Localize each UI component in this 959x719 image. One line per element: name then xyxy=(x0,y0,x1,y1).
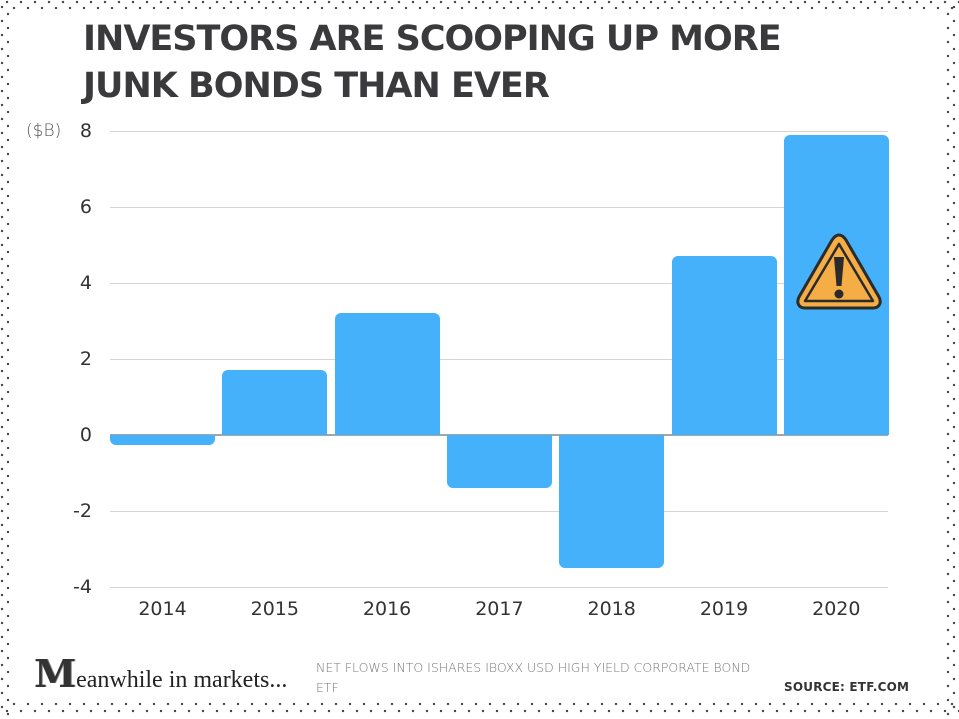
x-tick-label: 2014 xyxy=(138,598,187,620)
x-tick-label: 2018 xyxy=(587,598,636,620)
gridline xyxy=(110,131,888,132)
brand-initial: M xyxy=(34,651,76,696)
bar-2017 xyxy=(446,435,552,489)
y-axis-unit-label: ($B) xyxy=(26,121,62,141)
dotted-border-right-inner xyxy=(946,7,950,719)
gridline xyxy=(110,359,888,360)
gridline xyxy=(110,587,888,588)
y-tick-label: 8 xyxy=(79,120,92,142)
x-tick-label: 2019 xyxy=(699,598,749,620)
x-tick-label: 2020 xyxy=(812,598,861,620)
bar-2016 xyxy=(334,313,440,435)
bar-2014 xyxy=(110,435,215,445)
gridline xyxy=(110,207,888,208)
brand-text: eanwhile in markets... xyxy=(76,667,288,693)
source-label: SOURCE: ETF.COM xyxy=(784,680,910,694)
y-tick-label: 6 xyxy=(79,196,92,218)
dotted-border-bottom-inner xyxy=(7,702,959,706)
chart-subtitle: NET FLOWS INTO ISHARES IBOXX USD HIGH YI… xyxy=(316,660,751,695)
y-tick-label: 2 xyxy=(79,348,92,370)
gridline xyxy=(110,511,888,512)
chart-title-line-1: INVESTORS ARE SCOOPING UP MORE xyxy=(83,19,782,59)
y-tick-label: 4 xyxy=(79,272,92,294)
brand-logo: M eanwhile in markets... xyxy=(34,651,288,696)
y-tick-label: 0 xyxy=(79,424,92,446)
dotted-border-left xyxy=(0,0,4,719)
bar-2015 xyxy=(222,370,328,435)
x-tick-label: 2015 xyxy=(250,598,299,620)
bar-2019 xyxy=(671,256,777,435)
bar-2018 xyxy=(559,435,665,568)
y-tick-label: -4 xyxy=(73,576,92,598)
dotted-border-right xyxy=(952,0,956,719)
chart-title: INVESTORS ARE SCOOPING UP MORE JUNK BOND… xyxy=(83,16,843,110)
dotted-border-left-inner xyxy=(6,7,10,719)
dotted-border-top xyxy=(0,0,959,4)
x-tick-label: 2016 xyxy=(362,598,412,620)
x-tick-label: 2017 xyxy=(475,598,524,620)
dotted-border-top-inner xyxy=(7,6,959,10)
dotted-border-bottom xyxy=(0,709,959,713)
gridline xyxy=(110,283,888,284)
chart-title-line-2: JUNK BONDS THAN EVER xyxy=(83,66,550,106)
y-tick-label: -2 xyxy=(73,500,92,522)
warning-triangle-icon xyxy=(796,233,882,310)
